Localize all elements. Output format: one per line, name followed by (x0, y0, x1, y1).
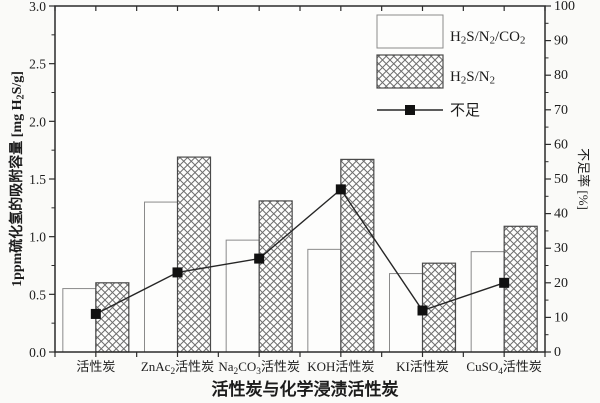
bar-h2s-n2 (95, 282, 130, 353)
y-tick-label-right: 10 (554, 310, 568, 325)
y-tick-label-right: 40 (554, 206, 568, 221)
bar-h2s-n2-co2 (307, 248, 342, 353)
y-tick-label-left: 0.0 (29, 345, 46, 360)
legend-swatch-hatched-bar (376, 54, 444, 89)
category-label: Na2CO3活性炭 (218, 359, 300, 377)
y-tick-label-right: 100 (554, 0, 575, 14)
shortage-marker (90, 308, 101, 319)
legend-label-h2s-n2-co2: H2S/N2/CO2 (450, 29, 525, 47)
category-label: KOH活性炭 (307, 359, 374, 374)
bar-h2s-n2 (503, 225, 538, 353)
y-tick-label-left: 1.0 (29, 229, 46, 244)
x-axis-title: 活性炭与化学浸渍活性炭 (212, 379, 399, 399)
y-tick-label-right: 20 (554, 275, 568, 290)
y-tick-label-right: 70 (554, 102, 568, 117)
y-tick-label-left: 1.5 (29, 172, 46, 187)
plot-area (55, 6, 545, 352)
y-tick-label-right: 30 (554, 241, 568, 256)
category-label: 活性炭 (76, 359, 115, 374)
category-label: ZnAc2活性炭 (141, 359, 214, 377)
bar-h2s-n2 (340, 158, 375, 353)
y-tick-label-right: 80 (554, 68, 568, 83)
bar-h2s-n2 (258, 200, 293, 353)
category-label: CuSO4活性炭 (466, 359, 541, 377)
bar-h2s-n2-co2 (470, 251, 505, 353)
bar-h2s-n2-co2 (144, 201, 178, 353)
shortage-marker (335, 184, 346, 195)
y-tick-label-left: 3.0 (29, 0, 46, 14)
shortage-marker (417, 305, 428, 316)
legend-label-shortage: 不足 (450, 102, 480, 119)
bar-h2s-n2-co2 (225, 239, 260, 353)
y-tick-label-left: 0.5 (29, 287, 46, 302)
legend-swatch-open-bar (376, 14, 444, 49)
y-tick-label-right: 60 (554, 137, 568, 152)
y-axis-right-title: 不足率 [%] (577, 148, 592, 210)
y-tick-label-left: 2.0 (29, 114, 46, 129)
legend: H2S/N2/CO2 H2S/N2 不足 (376, 14, 525, 119)
bars-layer (62, 156, 538, 353)
legend-line-marker (405, 105, 415, 115)
y-axis-left-title: 1ppm硫化氢的吸附容量 [mg H2S/g] (8, 71, 26, 287)
shortage-line (95, 188, 505, 315)
shortage-marker (254, 253, 265, 264)
category-label: KI活性炭 (396, 359, 449, 374)
shortage-marker (499, 277, 510, 288)
y-tick-label-right: 50 (554, 172, 568, 187)
y-tick-label-left: 2.5 (29, 56, 46, 71)
bar-h2s-n2 (176, 156, 212, 353)
y-tick-label-right: 0 (554, 345, 561, 360)
legend-label-h2s-n2: H2S/N2 (450, 69, 495, 87)
shortage-marker (172, 267, 183, 278)
y-tick-label-right: 90 (554, 33, 568, 48)
bar-h2s-n2-co2 (62, 288, 97, 353)
